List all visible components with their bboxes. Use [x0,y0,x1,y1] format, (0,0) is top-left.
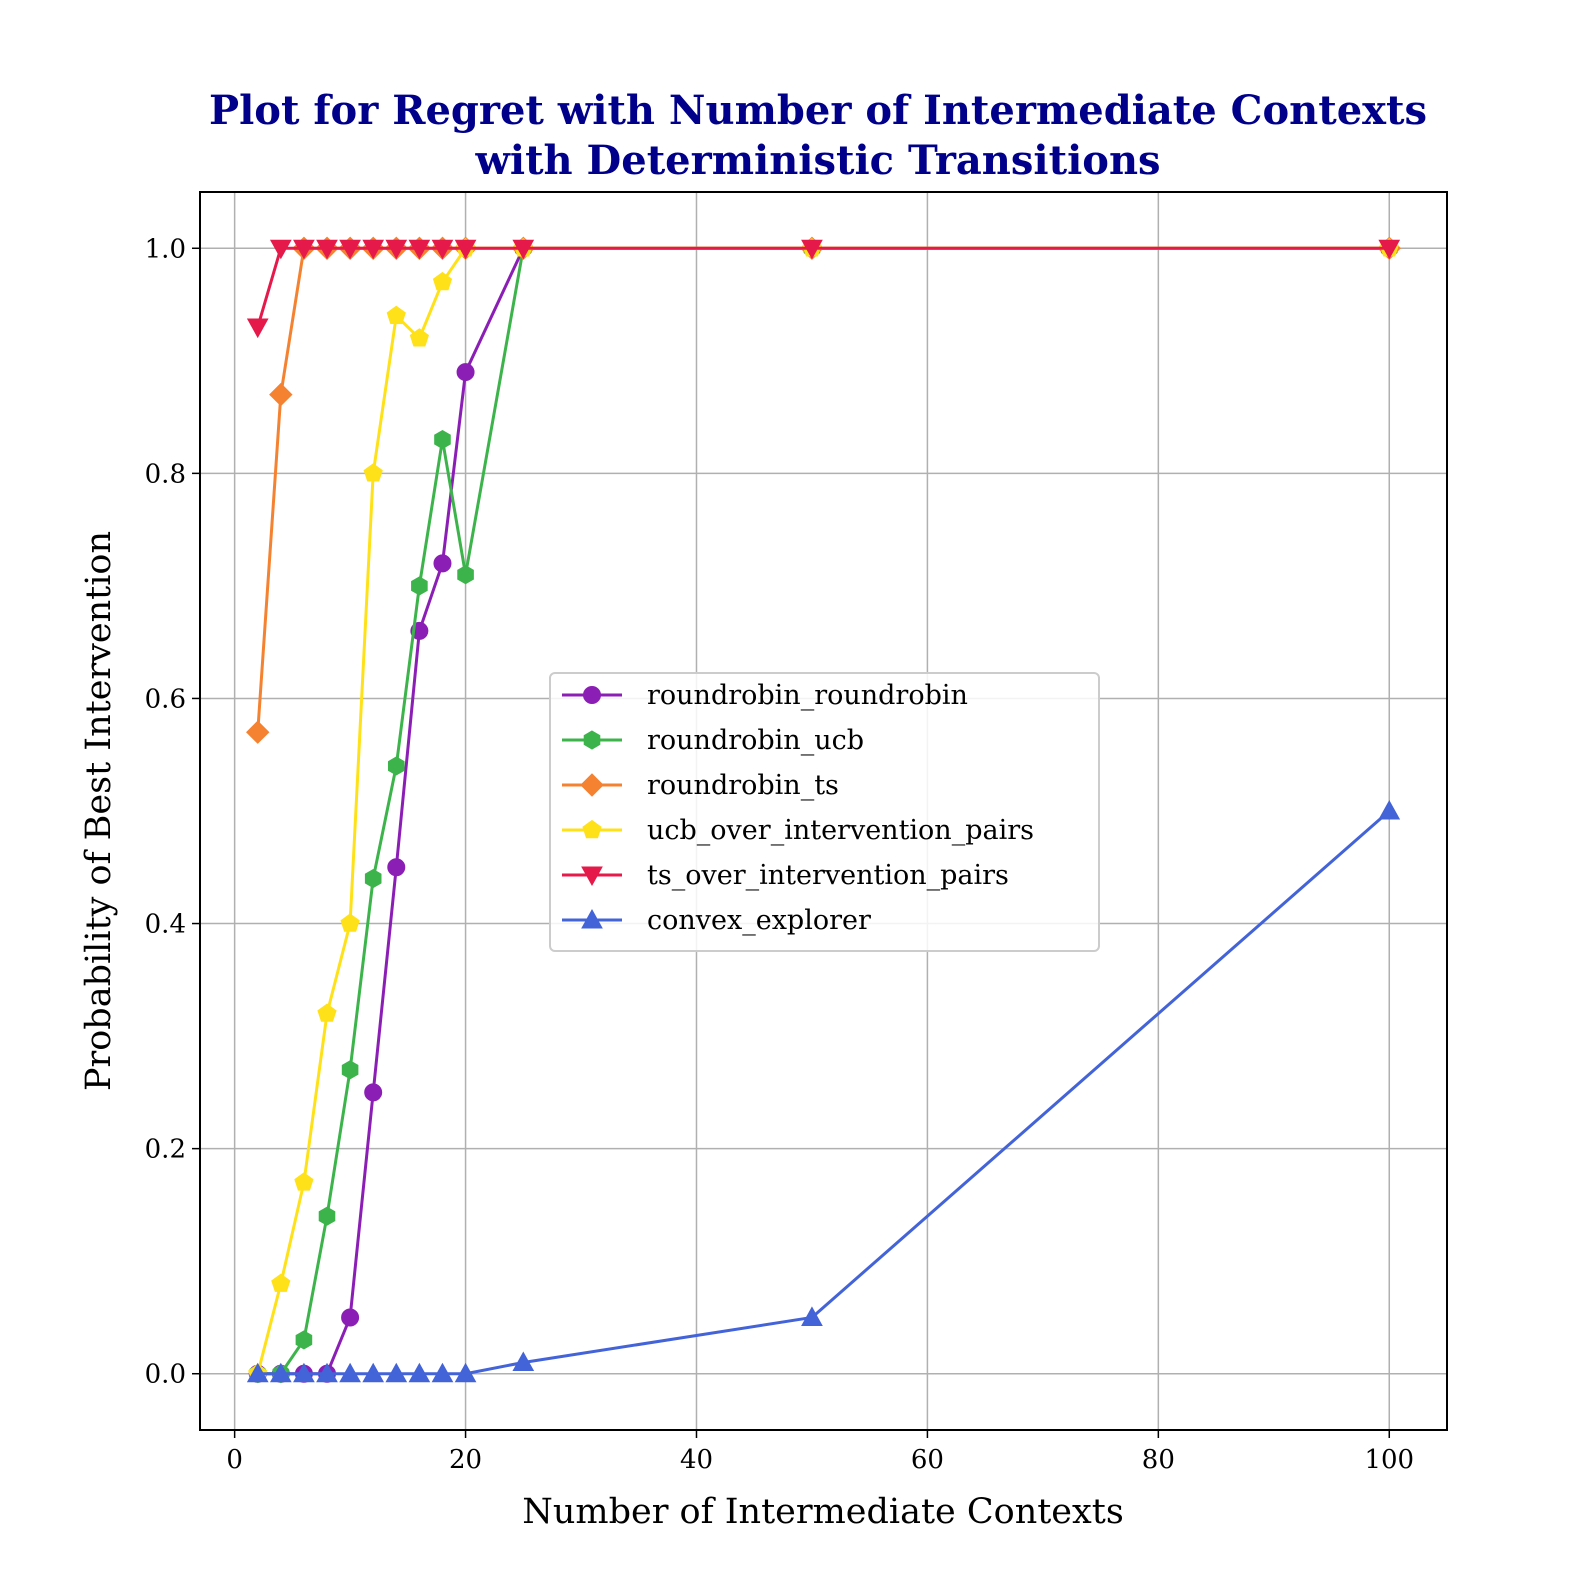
data-point [365,1084,382,1101]
y-tick-label: 1.0 [145,234,186,264]
data-point [342,1309,359,1326]
data-point [458,566,474,584]
data-point [435,431,451,449]
x-tick-label: 60 [911,1445,944,1475]
data-point [388,757,404,775]
legend-marker [584,731,600,749]
legend-label: ts_over_intervention_pairs [647,860,1009,891]
data-point [319,1207,335,1225]
data-point [412,577,428,595]
x-tick-label: 80 [1142,1445,1175,1475]
legend-label: roundrobin_ucb [647,725,864,756]
chart-title: Plot for Regret with Number of Intermedi… [209,87,1427,134]
x-tick-label: 40 [680,1445,713,1475]
legend-label: convex_explorer [647,905,871,936]
y-axis-label: Probability of Best Intervention [79,531,119,1091]
data-point [1379,801,1399,819]
legend-label: roundrobin_roundrobin [647,680,968,711]
y-axis-ticks: 0.0 0.2 0.4 0.6 0.8 1.0 [145,234,200,1389]
legend-label: ucb_over_intervention_pairs [647,815,1034,846]
x-axis-ticks: 0 20 40 60 80 100 [226,1430,1414,1475]
x-axis-label: Number of Intermediate Contexts [522,1492,1124,1532]
data-point [248,319,268,337]
legend-label: roundrobin_ts [647,770,839,801]
y-tick-label: 0.6 [145,684,186,714]
x-tick-label: 100 [1364,1445,1414,1475]
series-ts_over_intervention_pairs [248,240,1400,337]
data-point [457,364,474,381]
data-point [387,306,405,323]
data-point [341,914,359,931]
y-tick-label: 0.0 [145,1360,186,1390]
data-point [296,1331,312,1349]
y-tick-label: 0.4 [145,910,186,940]
x-tick-label: 0 [226,1445,243,1475]
data-point [342,1061,358,1079]
data-point [364,464,382,481]
chart-title-line2: with Deterministic Transitions [474,137,1160,184]
x-tick-label: 20 [449,1445,482,1475]
data-point [318,1004,336,1021]
data-point [434,555,451,572]
data-point [388,859,405,876]
data-point [270,384,292,406]
data-point [272,1274,290,1291]
y-tick-label: 0.2 [145,1135,186,1165]
data-point [247,721,269,743]
legend-marker [584,687,601,704]
data-point [295,1173,313,1190]
legend: roundrobin_roundrobin roundrobin_ucbround… [550,673,1099,951]
series-roundrobin_ts [247,237,1401,743]
data-point [365,870,381,888]
y-tick-label: 0.8 [145,459,186,489]
